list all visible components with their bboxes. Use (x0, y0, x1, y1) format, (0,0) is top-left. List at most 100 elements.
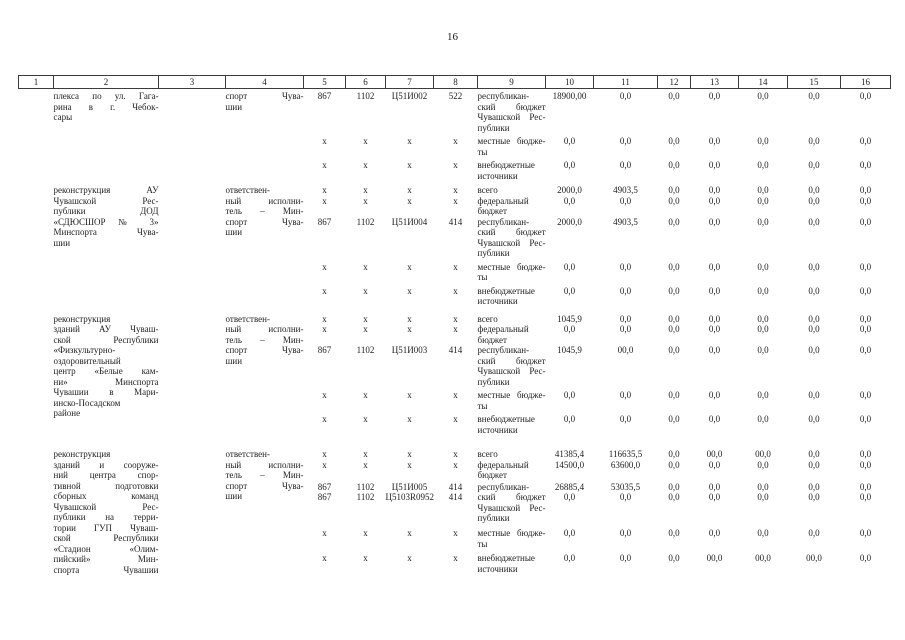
column-header: 6 (345, 75, 386, 89)
code-cell: x (322, 185, 327, 195)
code-cell: x (322, 414, 327, 424)
code-cell: x (407, 160, 412, 170)
amount-cell: 0,0 (619, 136, 632, 146)
amount-cell: 0,0 (708, 528, 721, 539)
amount-cell: 0,0 (619, 195, 632, 206)
column-header: 8 (433, 75, 478, 89)
amount-cell: 0,0 (668, 91, 680, 101)
code-cell: Ц51И004 (391, 216, 428, 227)
code-cell: 1102 (356, 91, 375, 101)
amount-cell: 116635,5 (608, 449, 643, 459)
amount-cell: 00,0 (755, 553, 771, 564)
code-cell: x (363, 160, 368, 170)
amount-cell: 26885,4 0,0 (554, 481, 585, 503)
amount-cell: 0,0 (808, 185, 820, 195)
amount-cell: 0,0 (708, 285, 721, 296)
amount-cell: 0,0 (619, 261, 632, 272)
funding-source-cell: внебюджетные источники (477, 285, 535, 307)
code-cell: x (407, 528, 412, 539)
code-cell: x (407, 285, 412, 296)
amount-cell: 0,0 (708, 324, 721, 334)
column-header: 11 (593, 75, 658, 89)
amount-cell: 1045,9 (557, 313, 582, 324)
amount-cell: 4903,5 (613, 185, 638, 195)
row-number-cell (19, 183, 54, 307)
code-cell: x (453, 528, 458, 539)
funding-source-cell: федеральный бюджет (477, 459, 529, 481)
amount-cell: 0,0 (668, 261, 680, 272)
code-cell: x (407, 324, 412, 334)
table-row: x x x x федеральный бюджет 0,0 0,0 0,0 0… (19, 324, 891, 345)
amount-cell: 0,0 (708, 345, 721, 355)
amount-cell: 0,0 (859, 345, 872, 355)
amount-cell: 0,0 (757, 136, 769, 146)
amount-cell: 0,0 (808, 345, 820, 355)
amount-cell: 0,0 (619, 390, 632, 400)
funding-source-cell: федеральный бюджет (477, 324, 529, 345)
amount-cell: 0,0 0,0 (668, 481, 680, 503)
funding-source-cell: местные бюдже- ты (477, 261, 546, 283)
amount-cell: 00,0 (706, 449, 723, 459)
funding-source-cell: местные бюдже- ты (477, 136, 546, 157)
amount-cell: 0,0 (708, 313, 721, 324)
column-header: 16 (840, 75, 891, 89)
executor-cell: ответствен- ный исполни- тель – Мин- спо… (225, 449, 304, 501)
amount-cell: 0,0 (808, 285, 820, 296)
amount-cell: 0,0 (859, 185, 872, 195)
empty-cell (159, 447, 226, 575)
table-row: плекса по ул. Гага- рина в г. Чебок- сар… (19, 89, 891, 134)
code-cell: x (322, 449, 327, 459)
amount-cell: 0,0 (619, 313, 632, 324)
code-cell: x (453, 390, 458, 400)
amount-cell: 0,0 0,0 (859, 481, 872, 503)
funding-source-cell: республикан- ский бюджет Чувашской Рес- … (477, 345, 546, 387)
row-number-cell (19, 447, 54, 575)
funding-source-cell: всего (477, 313, 498, 324)
code-cell: x (453, 136, 458, 146)
amount-cell: 1045,9 (557, 345, 582, 355)
amount-cell: 00,0 (617, 345, 634, 355)
code-cell: x (322, 459, 327, 470)
table-row: 867 1102 Ц51И003 414 республикан- ский б… (19, 345, 891, 387)
amount-cell: 0,0 (563, 285, 576, 296)
code-cell: x (407, 136, 412, 146)
table-row: x x x x местные бюдже- ты 0,0 0,0 0,0 0,… (19, 387, 891, 411)
amount-cell: 0,0 (619, 91, 632, 101)
amount-cell: 0,0 (859, 459, 872, 470)
table-row: x x x x внебюджетные источники 0,0 0,0 0… (19, 411, 891, 435)
code-cell: 414 414 (448, 481, 463, 503)
code-cell: x (407, 390, 412, 400)
header-row: 1 2 3 4 5 6 7 8 9 10 11 12 13 14 15 16 (18, 75, 891, 89)
amount-cell: 0,0 (757, 528, 769, 539)
object-name-cell: реконструкция зданий АУ Чуваш- ской Респ… (53, 313, 159, 419)
table-row: реконструкция зданий АУ Чуваш- ской Респ… (19, 312, 891, 419)
amount-cell: 0,0 (757, 285, 769, 296)
amount-cell: 0,0 (708, 390, 721, 400)
amount-cell: 0,0 (668, 324, 680, 334)
table-row: x x x x внебюджетные источники 0,0 0,0 0… (19, 550, 891, 575)
amount-cell: 0,0 (859, 414, 872, 424)
funding-source-cell: республикан- ский бюджет Чувашской Рес- … (477, 481, 546, 524)
code-cell: x (407, 313, 412, 324)
code-cell: x (407, 261, 412, 272)
code-cell: x (363, 459, 368, 470)
empty-cell (159, 89, 226, 182)
code-cell: x (322, 528, 327, 539)
amount-cell: 0,0 (808, 216, 820, 227)
amount-cell: 0,0 (563, 261, 576, 272)
amount-cell: 0,0 (859, 553, 872, 564)
code-cell: x (363, 185, 368, 195)
code-cell: 867 (317, 91, 332, 101)
amount-cell: 0,0 (859, 313, 872, 324)
amount-cell: 0,0 (757, 390, 769, 400)
code-cell: x (363, 313, 368, 324)
row-number-cell (19, 312, 54, 436)
amount-cell: 0,0 (808, 414, 820, 424)
code-cell: 867 (317, 216, 332, 227)
code-cell: x (407, 449, 412, 459)
table-row: x x x x внебюджетные источники 0,0 0,0 0… (19, 157, 891, 181)
code-cell: x (407, 195, 412, 206)
amount-cell: 0,0 (563, 528, 576, 539)
code-cell: 1102 (356, 345, 375, 355)
amount-cell: 0,0 (708, 195, 721, 206)
